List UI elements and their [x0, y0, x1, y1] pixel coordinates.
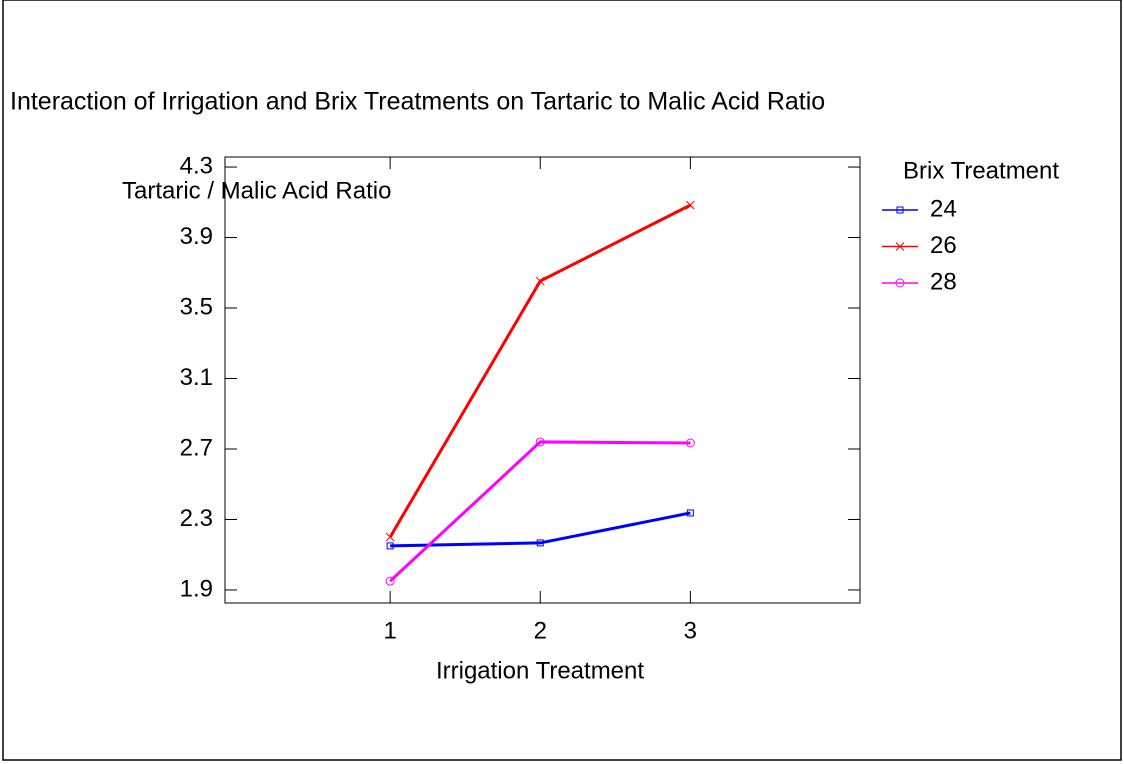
plot-area [224, 156, 861, 604]
series-line [389, 440, 691, 583]
x-tick-label: 2 [534, 617, 547, 644]
x-tick-label: 1 [383, 617, 396, 644]
marker [535, 437, 545, 447]
marker [686, 200, 695, 210]
legend-label: 28 [930, 268, 957, 295]
legend-label: 26 [930, 232, 957, 259]
marker [385, 532, 395, 542]
marker [386, 542, 394, 550]
y-tick-label: 2.7 [180, 434, 213, 461]
legend-marker [896, 206, 904, 214]
marker [685, 438, 695, 448]
marker [536, 539, 544, 547]
y-tick-label: 4.3 [180, 152, 213, 179]
series-line [388, 203, 692, 538]
marker [686, 509, 694, 517]
y-axis-label: Tartaric / Malic Acid Ratio [122, 177, 391, 204]
legend-marker [895, 278, 905, 288]
y-tick-label: 2.3 [180, 505, 213, 532]
y-tick-label: 3.9 [180, 223, 213, 250]
y-tick-label: 3.5 [180, 293, 213, 320]
x-tick-label: 3 [684, 617, 697, 644]
series-line [390, 511, 691, 548]
legend-title: Brix Treatment [903, 157, 1059, 184]
legend-label: 24 [930, 195, 957, 222]
y-tick-label: 3.1 [180, 364, 213, 391]
legend-marker [895, 242, 905, 251]
chart-title: Interaction of Irrigation and Brix Treat… [10, 88, 825, 116]
y-tick-label: 1.9 [180, 575, 213, 602]
x-axis-label: Irrigation Treatment [436, 657, 644, 684]
marker [385, 576, 395, 586]
marker [535, 276, 545, 286]
